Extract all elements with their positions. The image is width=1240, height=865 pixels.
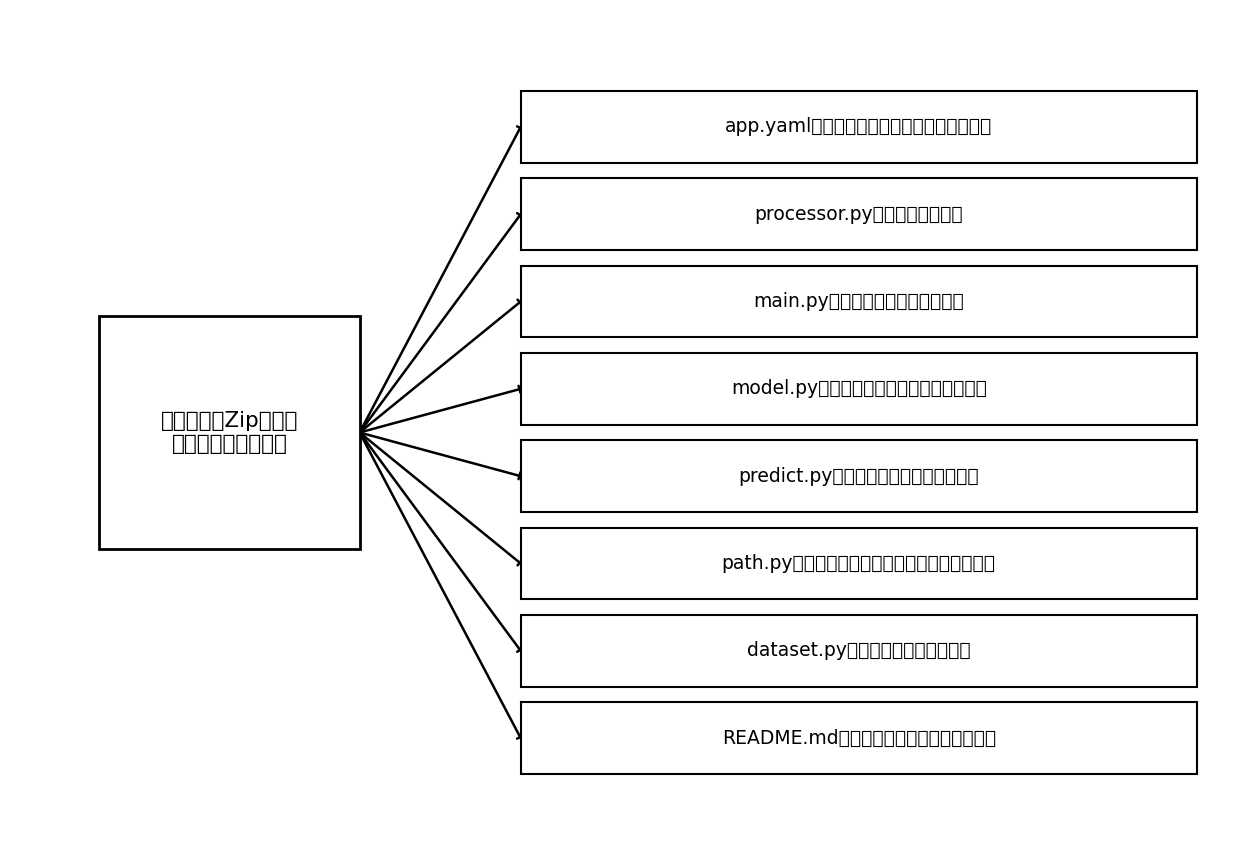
Bar: [521, 615, 1197, 687]
Text: app.yaml为赛题的配置文件，项目运行的依赖: app.yaml为赛题的配置文件，项目运行的依赖: [725, 118, 992, 136]
Text: predict.py为训练完成的模型使用和预测: predict.py为训练完成的模型使用和预测: [738, 467, 980, 485]
Bar: [521, 440, 1197, 512]
Text: main.py程序入口，该文件实现算法: main.py程序入口，该文件实现算法: [754, 292, 963, 311]
Bar: [99, 316, 360, 549]
Bar: [521, 266, 1197, 337]
Text: model.py用来实现模型的保存、验证和使用: model.py用来实现模型的保存、验证和使用: [730, 380, 987, 398]
Bar: [521, 353, 1197, 425]
Bar: [521, 702, 1197, 774]
Text: path.py可以设置数据文件、模型文件的存放路径: path.py可以设置数据文件、模型文件的存放路径: [722, 554, 996, 573]
Bar: [521, 528, 1197, 599]
Bar: [521, 91, 1197, 163]
Text: processor.py为数据处理的文件: processor.py为数据处理的文件: [754, 205, 963, 223]
Text: dataset.py用来训练数据和测试数据: dataset.py用来训练数据和测试数据: [746, 642, 971, 660]
Text: README.md为训练框架文件说明、操作说明: README.md为训练框架文件说明、操作说明: [722, 729, 996, 747]
Bar: [521, 178, 1197, 250]
Text: 在本地解压Zip格式的
资料包打开的文件夹: 在本地解压Zip格式的 资料包打开的文件夹: [161, 411, 298, 454]
